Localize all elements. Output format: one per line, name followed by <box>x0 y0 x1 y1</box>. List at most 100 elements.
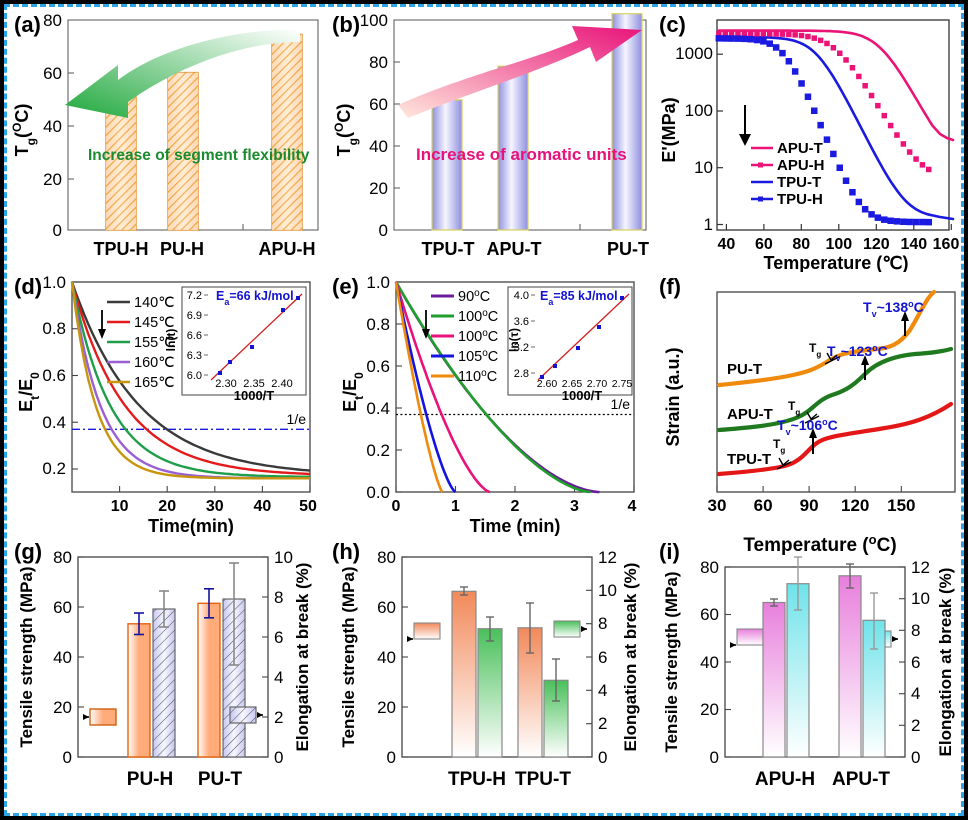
svg-text:40: 40 <box>369 137 388 156</box>
svg-text:80: 80 <box>369 53 388 72</box>
svg-text:Tensile strength (MPa): Tensile strength (MPa) <box>662 571 681 752</box>
svg-text:0: 0 <box>63 748 72 767</box>
svg-text:PU-T: PU-T <box>727 361 762 378</box>
svg-text:105oC: 105oC <box>458 348 498 366</box>
svg-text:0: 0 <box>392 498 401 515</box>
svg-text:60: 60 <box>377 598 396 617</box>
svg-text:Increase of segment flexibilit: Increase of segment flexibility <box>88 147 310 164</box>
svg-text:Tg: Tg <box>809 341 821 359</box>
svg-text:2.75: 2.75 <box>612 378 633 390</box>
svg-text:0.4: 0.4 <box>366 399 390 418</box>
svg-text:0: 0 <box>379 221 388 240</box>
svg-text:140℃: 140℃ <box>134 295 174 311</box>
svg-text:160℃: 160℃ <box>134 355 174 371</box>
svg-text:ln(τ): ln(τ) <box>507 328 521 352</box>
svg-text:Temperature (℃): Temperature (℃) <box>764 253 909 272</box>
svg-text:APU-T: APU-T <box>727 406 773 423</box>
svg-text:0: 0 <box>911 748 920 767</box>
svg-text:100: 100 <box>825 236 852 253</box>
svg-text:Et/E0: Et/E0 <box>16 372 42 412</box>
svg-text:60: 60 <box>700 605 719 624</box>
svg-text:Tg: Tg <box>773 437 785 455</box>
svg-text:90: 90 <box>800 496 819 515</box>
svg-text:6: 6 <box>598 648 607 667</box>
svg-text:PU-H: PU-H <box>160 239 204 259</box>
svg-text:0.0: 0.0 <box>366 483 390 502</box>
svg-text:40: 40 <box>53 648 72 667</box>
svg-text:4: 4 <box>628 498 637 515</box>
svg-text:4: 4 <box>274 668 283 687</box>
svg-text:20: 20 <box>377 698 396 717</box>
svg-text:Tensile strength (MPa): Tensile strength (MPa) <box>339 566 358 747</box>
svg-text:10: 10 <box>111 498 129 515</box>
svg-text:0.2: 0.2 <box>366 441 390 460</box>
svg-text:6: 6 <box>911 653 920 672</box>
svg-text:80: 80 <box>700 558 719 577</box>
svg-text:1000/T: 1000/T <box>234 388 275 403</box>
svg-text:60: 60 <box>43 64 62 83</box>
svg-text:APU-T: APU-T <box>487 239 542 259</box>
svg-text:2: 2 <box>274 708 283 727</box>
svg-text:6.3: 6.3 <box>187 350 202 362</box>
svg-text:APU-T: APU-T <box>777 140 823 157</box>
svg-text:100: 100 <box>685 101 713 120</box>
svg-text:20: 20 <box>700 700 719 719</box>
svg-text:0.6: 0.6 <box>366 357 390 376</box>
svg-text:40: 40 <box>377 648 396 667</box>
svg-text:1.0: 1.0 <box>42 273 66 292</box>
svg-text:1: 1 <box>451 498 460 515</box>
svg-text:150: 150 <box>887 496 915 515</box>
svg-text:6: 6 <box>274 628 283 647</box>
svg-text:120: 120 <box>863 236 890 253</box>
svg-text:Tg(OC): Tg(OC) <box>332 104 360 157</box>
svg-text:40: 40 <box>43 117 62 136</box>
svg-text:Temperature (oC): Temperature (oC) <box>743 537 896 556</box>
svg-text:Strain (a.u.): Strain (a.u.) <box>663 347 683 446</box>
svg-text:1.0: 1.0 <box>366 273 390 292</box>
svg-text:10: 10 <box>598 581 617 600</box>
svg-text:Elongation at break (%): Elongation at break (%) <box>936 568 955 757</box>
svg-text:60: 60 <box>755 236 773 253</box>
svg-text:8: 8 <box>274 588 283 607</box>
svg-text:1/e: 1/e <box>287 411 307 427</box>
svg-text:0.2: 0.2 <box>42 459 66 478</box>
svg-text:Time(min): Time(min) <box>148 516 234 536</box>
svg-text:120: 120 <box>841 496 869 515</box>
svg-text:20: 20 <box>369 179 388 198</box>
svg-text:6.6: 6.6 <box>187 330 202 342</box>
svg-text:6.9: 6.9 <box>187 310 202 322</box>
svg-text:8: 8 <box>911 621 920 640</box>
svg-text:80: 80 <box>792 236 810 253</box>
svg-text:2: 2 <box>598 714 607 733</box>
svg-text:1000: 1000 <box>675 44 713 63</box>
svg-text:100oC: 100oC <box>458 328 498 346</box>
svg-text:110oC: 110oC <box>458 368 497 386</box>
svg-text:165℃: 165℃ <box>134 375 174 391</box>
svg-text:0: 0 <box>387 748 396 767</box>
svg-text:80: 80 <box>377 548 396 567</box>
svg-text:APU-H: APU-H <box>259 239 316 259</box>
svg-text:12: 12 <box>911 558 930 577</box>
svg-text:10: 10 <box>274 548 293 567</box>
svg-text:Tv~123oC: Tv~123oC <box>827 343 888 363</box>
svg-text:PU-H: PU-H <box>127 769 173 790</box>
svg-text:60: 60 <box>53 598 72 617</box>
svg-text:2.40: 2.40 <box>271 378 292 390</box>
svg-text:0.8: 0.8 <box>42 319 66 338</box>
svg-text:TPU-T: TPU-T <box>422 239 475 259</box>
svg-text:40: 40 <box>700 653 719 672</box>
svg-text:100oC: 100oC <box>458 308 498 326</box>
svg-text:2: 2 <box>911 716 920 735</box>
svg-text:80: 80 <box>53 548 72 567</box>
svg-text:3: 3 <box>570 498 579 515</box>
svg-text:80: 80 <box>43 11 62 30</box>
svg-text:TPU-H: TPU-H <box>777 191 823 208</box>
svg-text:12: 12 <box>598 548 617 567</box>
svg-text:6.0: 6.0 <box>187 370 202 382</box>
svg-text:100: 100 <box>360 11 388 30</box>
svg-text:20: 20 <box>43 170 62 189</box>
svg-text:160: 160 <box>933 236 960 253</box>
svg-text:PU-T: PU-T <box>198 769 243 790</box>
svg-text:Tensile strength (MPa): Tensile strength (MPa) <box>17 566 36 747</box>
svg-text:40: 40 <box>254 498 272 515</box>
